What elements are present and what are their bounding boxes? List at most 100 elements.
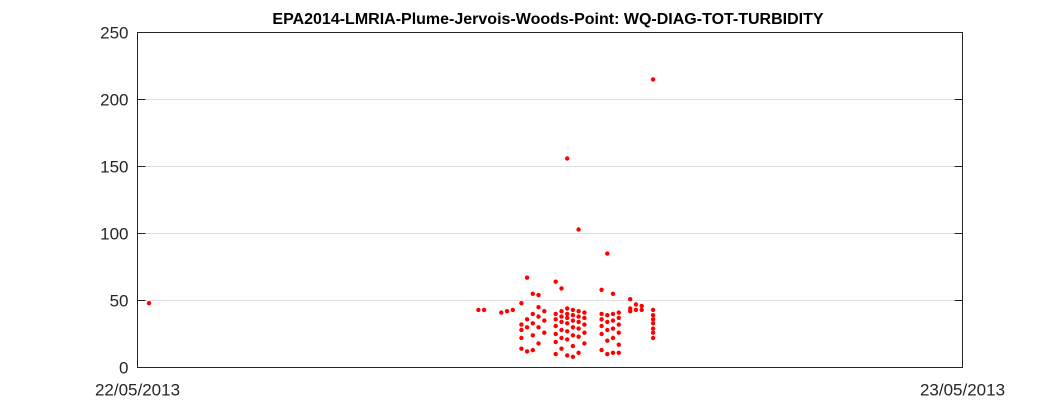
- data-point: [582, 341, 587, 346]
- data-point: [605, 251, 610, 256]
- data-points: [146, 77, 656, 359]
- data-point: [565, 353, 570, 358]
- data-point: [565, 337, 570, 342]
- data-point: [536, 305, 541, 310]
- data-point: [519, 346, 524, 351]
- data-point: [524, 275, 530, 280]
- data-point: [519, 327, 524, 333]
- data-point: [576, 319, 581, 325]
- x-tick-label: 23/05/2013: [920, 381, 1005, 400]
- data-point: [616, 322, 621, 327]
- y-tick-label: 0: [119, 359, 128, 378]
- data-point: [610, 335, 616, 341]
- data-point: [570, 325, 576, 330]
- data-point: [524, 325, 530, 330]
- data-point: [565, 306, 570, 311]
- data-point: [524, 349, 530, 354]
- data-point: [553, 331, 558, 337]
- data-point: [524, 317, 530, 322]
- data-point: [576, 227, 581, 232]
- data-point: [559, 327, 564, 333]
- data-point: [510, 307, 515, 313]
- data-point: [530, 321, 535, 326]
- data-point: [559, 346, 564, 351]
- data-point: [553, 351, 558, 357]
- data-point: [650, 335, 656, 341]
- data-point: [576, 309, 581, 314]
- data-point: [616, 350, 621, 355]
- data-point: [599, 331, 604, 337]
- data-point: [530, 333, 535, 338]
- data-point: [650, 313, 656, 318]
- data-point: [570, 313, 576, 318]
- data-point: [570, 354, 576, 359]
- y-tick-label: 150: [100, 158, 128, 177]
- data-point: [553, 279, 558, 284]
- data-point: [650, 321, 656, 326]
- data-point: [565, 315, 570, 321]
- data-point: [582, 310, 587, 315]
- data-point: [616, 330, 621, 335]
- chart-title: EPA2014-LMRIA-Plume-Jervois-Woods-Point:…: [272, 11, 823, 28]
- data-point: [605, 313, 610, 318]
- data-point: [570, 307, 576, 313]
- data-point: [582, 322, 587, 327]
- data-point: [605, 338, 610, 343]
- data-point: [650, 330, 656, 335]
- data-point: [570, 318, 576, 323]
- data-point: [519, 301, 524, 306]
- data-point: [542, 309, 547, 314]
- data-point: [650, 307, 656, 313]
- data-point: [559, 309, 564, 314]
- data-point: [553, 317, 558, 322]
- data-point: [536, 292, 541, 298]
- data-point: [519, 322, 524, 327]
- data-point: [639, 307, 644, 313]
- data-point: [628, 309, 633, 314]
- data-point: [616, 342, 621, 347]
- data-point: [559, 319, 564, 325]
- data-point: [530, 311, 535, 317]
- data-point: [599, 287, 604, 292]
- data-point: [530, 347, 535, 353]
- data-point: [553, 323, 558, 329]
- data-point: [542, 318, 547, 323]
- data-point: [565, 329, 570, 334]
- gridlines: [137, 99, 963, 301]
- data-point: [605, 327, 610, 333]
- data-point: [553, 311, 558, 317]
- data-point: [542, 330, 547, 335]
- axis-ticks: 0 50 100 150 200 250 22/05/2013 23/05/2013: [95, 24, 1005, 400]
- data-point: [499, 310, 504, 315]
- data-point: [582, 330, 587, 335]
- data-point: [599, 323, 604, 329]
- data-point: [650, 317, 656, 322]
- data-point: [565, 311, 570, 317]
- data-point: [650, 77, 656, 82]
- data-point: [582, 315, 587, 321]
- data-point: [530, 291, 535, 296]
- data-point: [576, 326, 581, 331]
- plot-frame: [137, 32, 963, 368]
- data-point: [610, 350, 616, 355]
- data-point: [536, 314, 541, 319]
- data-point: [481, 307, 487, 313]
- data-point: [610, 291, 616, 296]
- data-point: [628, 297, 633, 302]
- data-point: [605, 351, 610, 357]
- data-point: [610, 326, 616, 331]
- data-point: [650, 326, 656, 331]
- y-tick-label: 100: [100, 225, 128, 244]
- data-point: [633, 302, 639, 307]
- data-point: [519, 335, 524, 341]
- data-point: [599, 311, 604, 317]
- data-point: [633, 307, 639, 313]
- data-point: [639, 303, 644, 309]
- x-tick-label: 22/05/2013: [95, 381, 180, 400]
- y-tick-label: 200: [100, 91, 128, 110]
- data-point: [570, 343, 576, 349]
- data-point: [553, 339, 558, 345]
- data-point: [576, 334, 581, 339]
- data-point: [616, 310, 621, 315]
